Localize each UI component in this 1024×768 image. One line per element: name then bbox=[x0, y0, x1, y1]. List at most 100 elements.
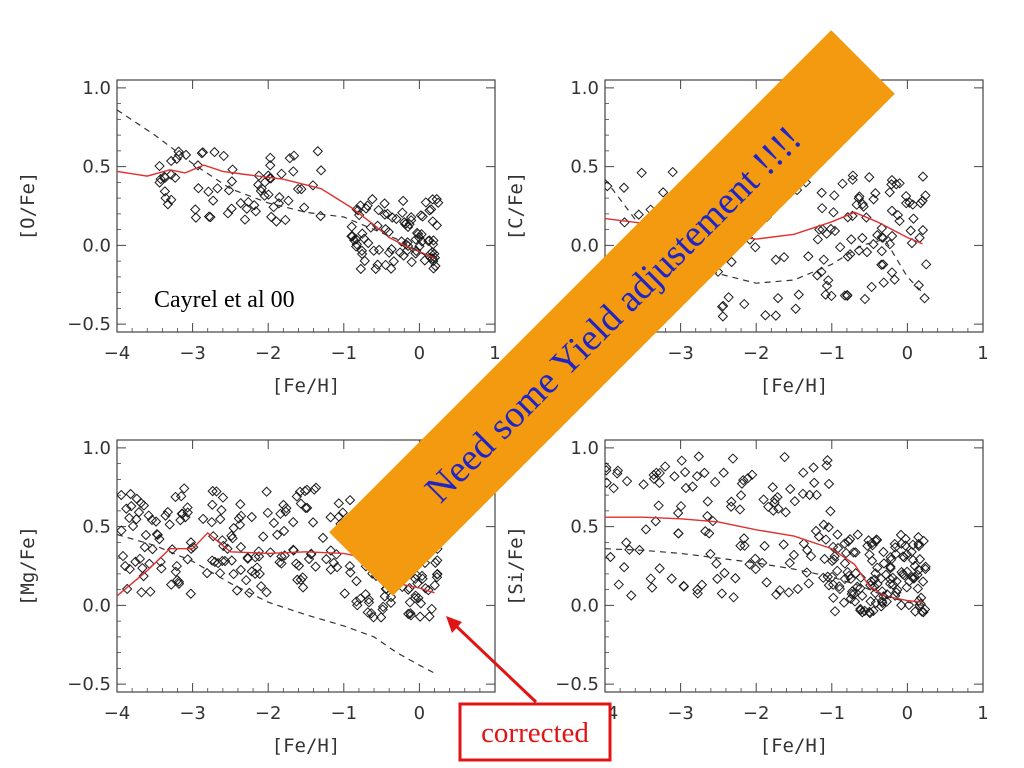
data-point bbox=[770, 254, 782, 265]
data-point bbox=[292, 183, 304, 195]
x-tick-label: −2 bbox=[255, 343, 282, 364]
data-point bbox=[840, 547, 852, 559]
data-point bbox=[406, 256, 417, 268]
data-point bbox=[636, 167, 647, 179]
x-axis-label: [Fe/H] bbox=[272, 375, 341, 397]
data-point bbox=[420, 197, 432, 208]
data-point bbox=[839, 538, 850, 549]
data-point bbox=[828, 592, 839, 603]
data-point bbox=[353, 209, 365, 221]
data-point bbox=[872, 562, 883, 573]
data-point bbox=[605, 465, 612, 476]
y-tick-label: 1.0 bbox=[82, 438, 111, 459]
data-point bbox=[730, 573, 741, 584]
data-point bbox=[427, 194, 438, 205]
data-point bbox=[901, 197, 912, 209]
data-point bbox=[907, 554, 919, 566]
data-point bbox=[126, 500, 137, 512]
data-point bbox=[851, 199, 862, 210]
data-point bbox=[885, 551, 896, 563]
data-point bbox=[918, 535, 929, 547]
data-point bbox=[634, 544, 645, 556]
x-tick-label: 1 bbox=[977, 343, 988, 364]
data-point bbox=[228, 522, 239, 534]
data-point bbox=[193, 183, 204, 194]
data-point bbox=[605, 551, 616, 563]
data-point bbox=[377, 601, 389, 613]
data-point bbox=[801, 567, 813, 578]
data-point bbox=[645, 573, 656, 584]
data-point bbox=[605, 462, 612, 473]
data-point bbox=[253, 170, 265, 181]
model-curve-dashed bbox=[117, 533, 435, 674]
data-point bbox=[235, 564, 247, 576]
data-point bbox=[333, 511, 345, 522]
data-point bbox=[912, 569, 923, 580]
data-point bbox=[423, 235, 434, 247]
data-point bbox=[901, 582, 913, 593]
data-point bbox=[359, 255, 370, 267]
x-tick-label: −2 bbox=[743, 343, 770, 364]
data-point bbox=[175, 514, 186, 526]
data-point bbox=[877, 259, 889, 270]
data-point bbox=[226, 555, 237, 566]
data-point bbox=[430, 557, 441, 568]
data-point bbox=[829, 190, 840, 201]
data-point bbox=[206, 555, 218, 566]
data-point bbox=[416, 229, 427, 240]
data-point bbox=[218, 150, 229, 162]
data-point bbox=[803, 251, 814, 262]
data-point bbox=[356, 245, 368, 256]
data-point bbox=[829, 606, 841, 617]
data-point bbox=[779, 451, 790, 463]
data-point bbox=[870, 188, 881, 199]
data-point bbox=[884, 187, 895, 198]
data-point bbox=[138, 570, 149, 582]
data-point bbox=[844, 534, 856, 545]
data-point bbox=[426, 603, 437, 615]
data-point bbox=[298, 202, 310, 213]
data-point bbox=[894, 215, 905, 227]
data-point bbox=[152, 529, 163, 541]
data-point bbox=[646, 582, 658, 593]
data-point bbox=[869, 574, 880, 585]
data-point bbox=[328, 557, 339, 569]
data-point bbox=[205, 211, 216, 223]
data-point bbox=[865, 596, 876, 607]
data-point bbox=[876, 259, 887, 270]
data-point bbox=[124, 512, 135, 524]
data-point bbox=[763, 501, 774, 513]
data-point bbox=[415, 210, 427, 221]
data-point bbox=[283, 195, 294, 206]
data-point bbox=[400, 218, 412, 229]
data-point bbox=[857, 232, 868, 244]
data-point bbox=[877, 586, 888, 597]
data-point bbox=[166, 579, 177, 590]
data-point bbox=[262, 507, 274, 519]
data-point bbox=[197, 513, 209, 525]
data-point bbox=[915, 197, 926, 209]
data-point bbox=[792, 583, 804, 595]
data-point bbox=[735, 490, 747, 501]
data-point bbox=[834, 583, 846, 595]
data-point bbox=[738, 533, 750, 544]
data-point bbox=[405, 610, 417, 621]
data-point bbox=[678, 581, 690, 592]
data-point bbox=[133, 507, 145, 518]
y-tick-label: 1.0 bbox=[570, 438, 599, 459]
data-point bbox=[203, 186, 214, 197]
data-point bbox=[812, 270, 823, 281]
data-point bbox=[633, 209, 644, 220]
data-point bbox=[413, 592, 424, 604]
data-point bbox=[820, 289, 831, 300]
data-point bbox=[268, 517, 280, 529]
plot-frame bbox=[116, 79, 496, 333]
data-point bbox=[693, 451, 705, 462]
data-point bbox=[702, 496, 713, 507]
data-point bbox=[769, 494, 781, 505]
data-point bbox=[864, 172, 875, 183]
data-point bbox=[160, 192, 171, 204]
data-point bbox=[676, 455, 687, 466]
data-point bbox=[726, 496, 737, 507]
